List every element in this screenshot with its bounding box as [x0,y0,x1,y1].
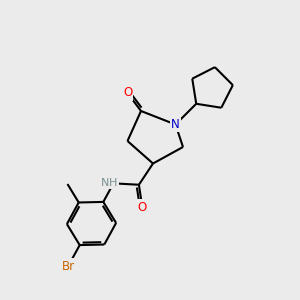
Text: N: N [101,178,109,188]
Text: N: N [171,118,180,131]
Text: O: O [138,200,147,214]
Text: O: O [123,86,132,100]
Text: H: H [109,178,118,188]
Text: Br: Br [61,260,75,273]
